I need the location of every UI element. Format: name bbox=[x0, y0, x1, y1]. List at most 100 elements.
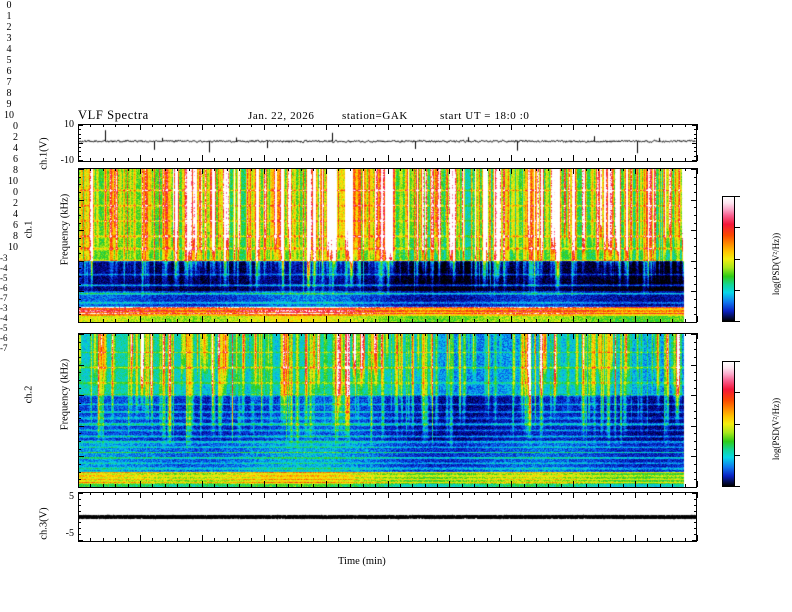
ch3-ytick-top: 5 bbox=[69, 491, 74, 502]
ch1-ytick-left bbox=[78, 215, 81, 216]
ch3-wave-xtick-bottom bbox=[524, 538, 525, 541]
cb1-tick-label: -4 bbox=[0, 263, 8, 273]
ch1-spectrogram-image bbox=[79, 169, 696, 322]
header-station: station=GAK bbox=[342, 110, 408, 122]
xtick-label: 3 bbox=[6, 33, 12, 44]
ch1-wave-xtick-top bbox=[264, 124, 265, 130]
ch1-wave-xtick-bottom bbox=[128, 158, 129, 161]
ch2-spectrogram-image bbox=[79, 334, 696, 487]
ch1-wave-xtick-bottom bbox=[697, 155, 698, 161]
ch1-spec-xtick-bottom bbox=[511, 316, 512, 322]
ch1-ytick-left bbox=[78, 276, 81, 277]
ch2-spec-xtick-bottom bbox=[239, 484, 240, 487]
ch1-spec-xtick-top bbox=[375, 168, 376, 171]
ch1w-ytick-left bbox=[78, 147, 81, 148]
ch3-wave-xtick-top bbox=[276, 492, 277, 495]
ch1-wave-xtick-top bbox=[350, 124, 351, 127]
ch3-wave-ylabel: ch.3(V) bbox=[38, 507, 50, 540]
ch1-ytick-left bbox=[78, 230, 84, 231]
ch3-wave-xtick-top bbox=[288, 492, 289, 495]
ch3-wave-xtick-bottom bbox=[586, 538, 587, 541]
ch2-spec-xtick-top bbox=[573, 333, 574, 339]
ch2-spec-xtick-bottom bbox=[313, 484, 314, 487]
ch2-ytick-right bbox=[694, 441, 697, 442]
ch1-spec-xtick-bottom bbox=[425, 319, 426, 322]
ch2-ytick-left bbox=[78, 372, 81, 373]
ch3-wave-xtick-top bbox=[449, 492, 450, 498]
ch1-spec-xtick-top bbox=[647, 168, 648, 171]
cb2-tick-label: -5 bbox=[0, 323, 8, 333]
xtick-label: 4 bbox=[6, 44, 12, 55]
ch1-ytick-right bbox=[694, 253, 697, 254]
ch1-spec-xtick-top bbox=[214, 168, 215, 171]
cb1-tick-label: -3 bbox=[0, 253, 8, 263]
ch1-spec-xtick-top bbox=[326, 168, 327, 174]
ch1-wave-xtick-bottom bbox=[326, 155, 327, 161]
ch2-spec-xtick-top bbox=[375, 333, 376, 336]
ch1-spec-xtick-bottom bbox=[672, 319, 673, 322]
ch2-ytick-left bbox=[78, 342, 81, 343]
ch1-ytick-right bbox=[691, 230, 697, 231]
ch2-ytick-right bbox=[694, 342, 697, 343]
ch1-spec-xtick-bottom bbox=[363, 319, 364, 322]
ch1-wave-xtick-bottom bbox=[449, 155, 450, 161]
ch3-wave-xtick-bottom bbox=[499, 538, 500, 541]
cb2-tick bbox=[735, 392, 740, 393]
ch2-spec-xtick-top bbox=[524, 333, 525, 336]
ch3-wave-xtick-top bbox=[313, 492, 314, 495]
ch1-wave-xtick-bottom bbox=[350, 158, 351, 161]
ch2-spec-xtick-bottom bbox=[350, 484, 351, 487]
ch1-spec-xtick-bottom bbox=[474, 319, 475, 322]
ch3-wave-xtick-bottom bbox=[202, 535, 203, 541]
ch1-wave-xtick-bottom bbox=[623, 158, 624, 161]
ch2-ytick-left bbox=[78, 403, 81, 404]
ch1-spec-xtick-top bbox=[165, 168, 166, 171]
ch1-ytick-right bbox=[691, 322, 697, 323]
ch1-spec-xtick-top bbox=[524, 168, 525, 171]
ch1-spec-xtick-bottom bbox=[561, 319, 562, 322]
ch3-wave-xtick-bottom bbox=[78, 535, 79, 541]
ch2-spec-xtick-bottom bbox=[288, 484, 289, 487]
ch1-spec-xtick-top bbox=[78, 168, 79, 174]
ch2-spec-xtick-top bbox=[412, 333, 413, 336]
ch1-wave-xtick-bottom bbox=[660, 158, 661, 161]
ch1w-ytick-left bbox=[78, 160, 83, 161]
ch1-wave-xtick-bottom bbox=[227, 158, 228, 161]
ch3-wave-xtick-top bbox=[375, 492, 376, 495]
ch1-wave-xtick-top bbox=[313, 124, 314, 127]
ch1-wave-xtick-top bbox=[301, 124, 302, 127]
ch3-wave-xtick-bottom bbox=[635, 535, 636, 541]
ch3-wave-xtick-top bbox=[573, 492, 574, 498]
ch3-wave-xtick-bottom bbox=[363, 538, 364, 541]
ch1-spec-xtick-top bbox=[115, 168, 116, 171]
ch3-wave-xtick-top bbox=[103, 492, 104, 495]
ch1-wave-xtick-top bbox=[462, 124, 463, 127]
ch3w-ytick-right bbox=[694, 522, 697, 523]
ch1-wave-xtick-bottom bbox=[425, 158, 426, 161]
ch1-wave-xtick-top bbox=[115, 124, 116, 127]
ch1-spec-xtick-top bbox=[685, 168, 686, 171]
ch1-wave-xtick-top bbox=[425, 124, 426, 127]
ch1-wave-xtick-top bbox=[561, 124, 562, 127]
ch1-ytick-right bbox=[694, 307, 697, 308]
ch3-wave-xtick-bottom bbox=[375, 538, 376, 541]
ch1-spec-xtick-top bbox=[412, 168, 413, 171]
ch1-spec-xtick-bottom bbox=[326, 316, 327, 322]
ch1-wave-xtick-top bbox=[449, 124, 450, 130]
ch1-wave-xtick-bottom bbox=[276, 158, 277, 161]
ch1-wave-xtick-top bbox=[363, 124, 364, 127]
ch2-spec-xtick-top bbox=[276, 333, 277, 336]
ch3-wave-xtick-top bbox=[264, 492, 265, 498]
ch1-ytick-right bbox=[694, 192, 697, 193]
ch1-spec-xtick-bottom bbox=[202, 316, 203, 322]
panel-ch3-waveform bbox=[78, 492, 697, 542]
ch1-wave-xtick-top bbox=[660, 124, 661, 127]
ch1-spec-xtick-bottom bbox=[412, 319, 413, 322]
ch3-wave-xtick-top bbox=[635, 492, 636, 498]
ch2-spec-xtick-top bbox=[177, 333, 178, 336]
ch3-wave-xtick-bottom bbox=[264, 535, 265, 541]
ch1-spec-xtick-top bbox=[338, 168, 339, 171]
ch1-spec-xtick-bottom bbox=[437, 319, 438, 322]
ch3-wave-xtick-bottom bbox=[115, 538, 116, 541]
ch1-spec-ylabel-chan: ch.1 bbox=[23, 220, 35, 239]
